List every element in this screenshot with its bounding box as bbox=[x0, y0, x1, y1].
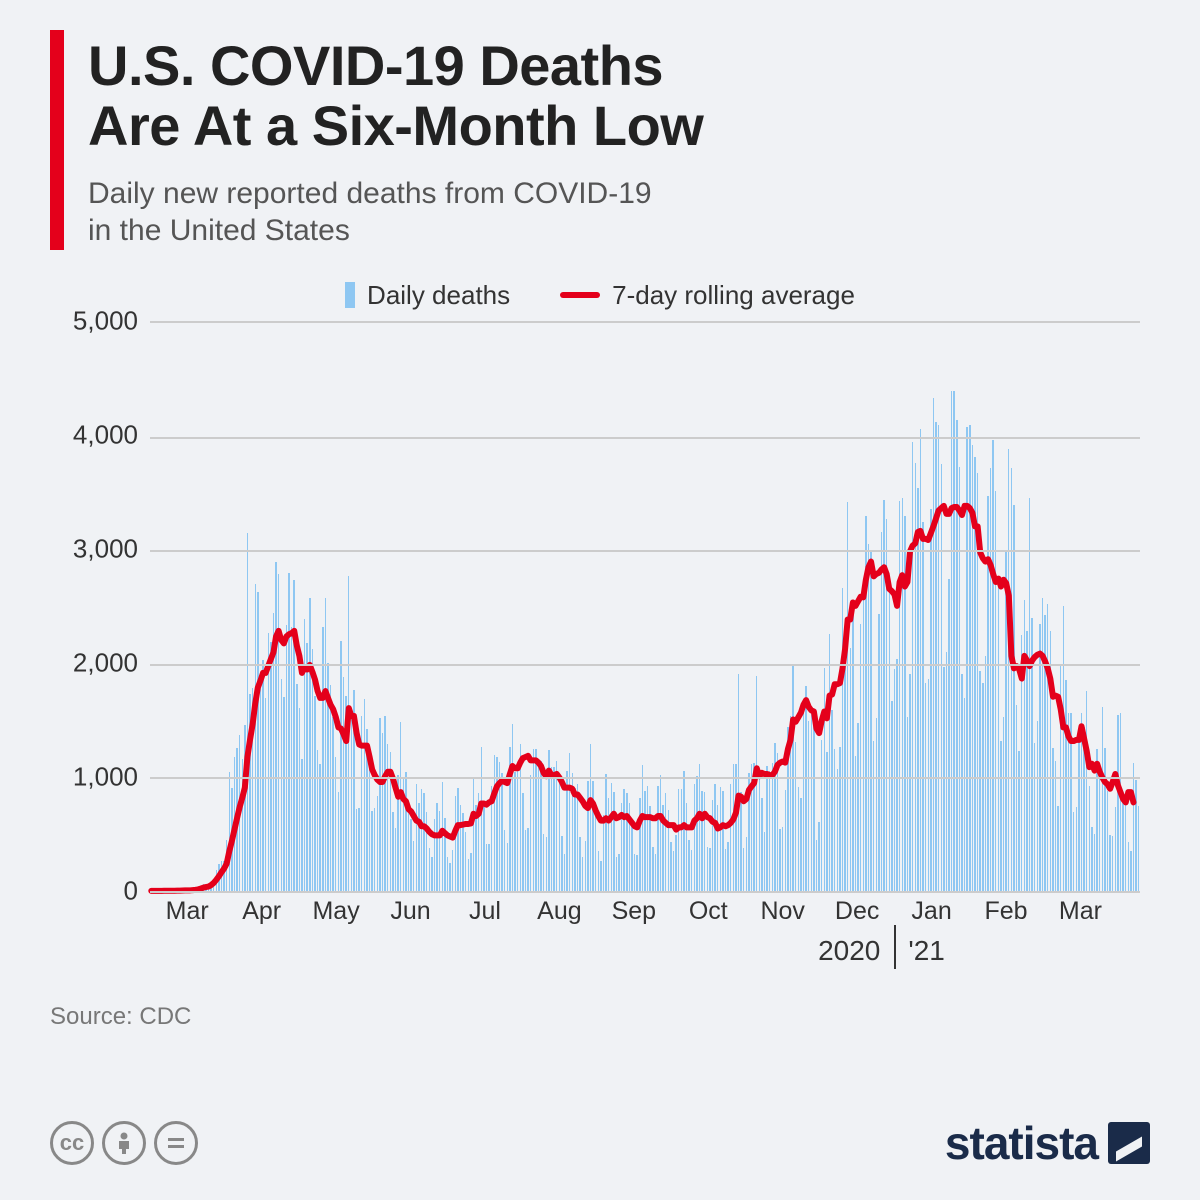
source-text: Source: CDC bbox=[50, 1003, 1150, 1031]
legend-avg-label: 7-day rolling average bbox=[612, 280, 855, 311]
y-tick-label: 3,000 bbox=[73, 533, 138, 564]
year-label-right: '21 bbox=[908, 935, 945, 967]
subtitle-line-1: Daily new reported deaths from COVID-19 bbox=[88, 177, 652, 210]
title-line-1: U.S. COVID-19 Deaths bbox=[88, 34, 663, 97]
gridline bbox=[150, 550, 1140, 552]
plot-area: 01,0002,0003,0004,0005,000 MarAprMayJunJ… bbox=[50, 321, 1150, 931]
cc-by-icon bbox=[102, 1121, 146, 1165]
year-divider bbox=[894, 925, 896, 969]
gridline bbox=[150, 664, 1140, 666]
x-tick-label: Nov bbox=[760, 897, 804, 926]
y-tick-label: 5,000 bbox=[73, 305, 138, 336]
y-tick-label: 4,000 bbox=[73, 419, 138, 450]
cc-nd-icon bbox=[154, 1121, 198, 1165]
x-tick-label: May bbox=[312, 897, 359, 926]
x-tick-label: Feb bbox=[984, 897, 1027, 926]
gridline bbox=[150, 777, 1140, 779]
x-tick-label: Aug bbox=[537, 897, 581, 926]
header: U.S. COVID-19 Deaths Are At a Six-Month … bbox=[50, 30, 1150, 250]
gridline bbox=[150, 437, 1140, 439]
legend: Daily deaths 7-day rolling average bbox=[50, 280, 1150, 311]
brand: statista bbox=[945, 1116, 1150, 1170]
legend-daily: Daily deaths bbox=[345, 280, 510, 311]
y-axis: 01,0002,0003,0004,0005,000 bbox=[50, 321, 150, 891]
title-group: U.S. COVID-19 Deaths Are At a Six-Month … bbox=[88, 30, 703, 250]
x-tick-label: Oct bbox=[689, 897, 728, 926]
rolling-avg-line bbox=[151, 506, 1133, 891]
footer: cc statista bbox=[50, 1096, 1150, 1170]
year-label-left: 2020 bbox=[818, 935, 880, 967]
legend-avg: 7-day rolling average bbox=[560, 280, 855, 311]
brand-mark-icon bbox=[1108, 1122, 1150, 1164]
license-icons: cc bbox=[50, 1121, 198, 1165]
legend-daily-label: Daily deaths bbox=[367, 280, 510, 311]
subtitle: Daily new reported deaths from COVID-19 … bbox=[88, 175, 703, 250]
y-tick-label: 1,000 bbox=[73, 761, 138, 792]
x-tick-label: Apr bbox=[242, 897, 281, 926]
x-tick-label: Sep bbox=[612, 897, 656, 926]
y-tick-label: 0 bbox=[124, 875, 138, 906]
grid-area bbox=[150, 321, 1140, 891]
x-tick-label: Jan bbox=[911, 897, 951, 926]
accent-bar bbox=[50, 30, 64, 250]
infographic-card: U.S. COVID-19 Deaths Are At a Six-Month … bbox=[50, 30, 1150, 1170]
x-tick-label: Jul bbox=[469, 897, 501, 926]
bar-icon bbox=[345, 282, 355, 308]
x-tick-label: Mar bbox=[1059, 897, 1102, 926]
subtitle-line-2: in the United States bbox=[88, 214, 350, 247]
title: U.S. COVID-19 Deaths Are At a Six-Month … bbox=[88, 36, 703, 157]
line-layer bbox=[150, 323, 1140, 891]
x-tick-label: Mar bbox=[166, 897, 209, 926]
x-tick-label: Dec bbox=[835, 897, 879, 926]
brand-name: statista bbox=[945, 1116, 1098, 1170]
x-axis: Mar Apr May Jun Jul Aug Sep Oct Nov Dec Jan Feb Mar bbox=[150, 891, 1140, 931]
year-row: 2020 '21 bbox=[150, 931, 1140, 975]
cc-icon: cc bbox=[50, 1121, 94, 1165]
chart: Daily deaths 7-day rolling average 0 1,00… bbox=[50, 280, 1150, 975]
x-tick-label: Jun bbox=[390, 897, 430, 926]
y-tick-label: 2,000 bbox=[73, 647, 138, 678]
title-line-2: Are At a Six-Month Low bbox=[88, 94, 703, 157]
line-icon bbox=[560, 292, 600, 298]
